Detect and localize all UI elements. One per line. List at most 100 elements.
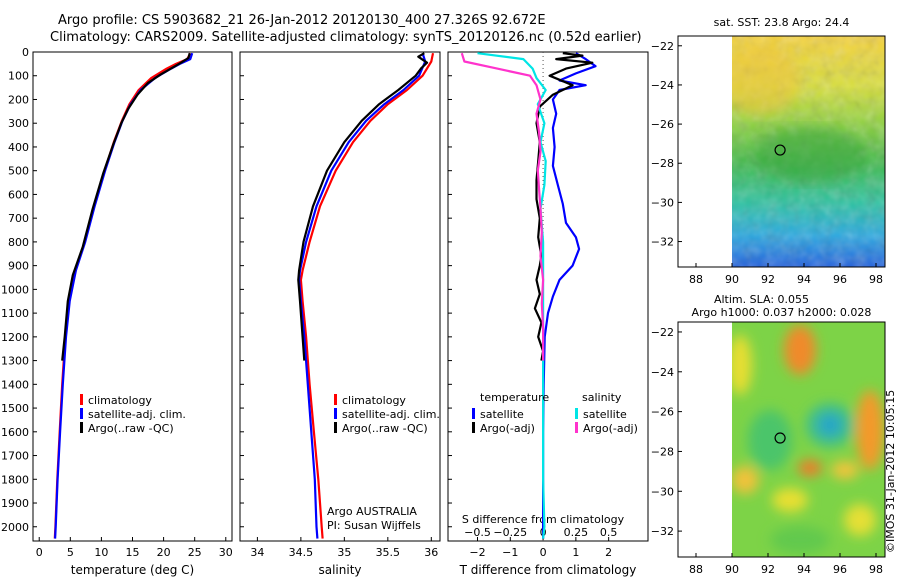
argo-position-marker: [774, 432, 786, 444]
legend-label: Argo(..raw -QC): [88, 422, 174, 435]
map-y-tick-label: −26: [651, 118, 674, 131]
map-x-tick-label: 94: [797, 563, 811, 576]
map-x-tick-label: 88: [689, 273, 703, 286]
x-tick-label: 35.5: [376, 546, 401, 559]
series-line-climatology: [299, 52, 435, 539]
salinity-x-label: salinity: [318, 563, 361, 577]
x-tick-label: 0: [540, 546, 547, 559]
sla_map-frame: [677, 321, 886, 558]
legend-label: climatology: [342, 394, 406, 407]
map-y-tick-label: −30: [651, 196, 674, 209]
map-y-tick-label: −26: [651, 406, 674, 419]
x-tick-label: 34.5: [289, 546, 314, 559]
y-tick-label: 1600: [1, 426, 29, 439]
x-tick-label: 34: [250, 546, 264, 559]
argo-position-marker: [774, 144, 786, 156]
x-tick-label: 35: [337, 546, 351, 559]
map-y-tick-label: −30: [651, 485, 674, 498]
y-tick-label: 200: [8, 93, 29, 106]
legend-swatch: [334, 394, 337, 405]
y-tick-label: 1300: [1, 355, 29, 368]
sst_map-frame: [677, 35, 886, 268]
map-y-tick-label: −32: [651, 525, 674, 538]
y-tick-label: 600: [8, 188, 29, 201]
y-tick-label: 100: [8, 70, 29, 83]
map-x-tick-label: 96: [833, 273, 847, 286]
series-line-climatology: [53, 52, 192, 539]
map-y-tick-label: −24: [651, 366, 674, 379]
salinity-annotation: Argo AUSTRALIA: [327, 505, 417, 518]
series-line-t-satellite: [542, 52, 597, 539]
legend-swatch: [472, 408, 475, 419]
map-y-tick-label: −28: [651, 157, 674, 170]
x-tick-label: 15: [126, 546, 140, 559]
y-tick-label: 700: [8, 212, 29, 225]
legend-swatch: [334, 408, 337, 419]
difference-axes-frame: [447, 51, 649, 542]
legend-label: satellite-adj. clim.: [342, 408, 440, 421]
y-tick-label: 900: [8, 260, 29, 273]
x-tick-label: 1: [572, 546, 579, 559]
x-tick-label: −1: [502, 546, 518, 559]
y-tick-label: 300: [8, 117, 29, 130]
temperature-axes-frame: [32, 51, 233, 542]
legend-swatch: [334, 422, 337, 433]
x-tick-label: 10: [94, 546, 108, 559]
legend-swatch: [575, 422, 578, 433]
y-tick-label: 1000: [1, 283, 29, 296]
x-tick-label: 25: [188, 546, 202, 559]
y-tick-label: 400: [8, 141, 29, 154]
legend-label: Argo(..raw -QC): [342, 422, 428, 435]
s-tick-label: 0.25: [564, 526, 589, 539]
y-tick-label: 1100: [1, 307, 29, 320]
s-tick-label: −0.5: [464, 526, 491, 539]
x-tick-label: 20: [157, 546, 171, 559]
y-tick-label: 0: [22, 46, 29, 59]
map-x-tick-label: 92: [761, 563, 775, 576]
map-x-tick-label: 90: [725, 563, 739, 576]
map-x-tick-label: 90: [725, 273, 739, 286]
x-tick-label: 5: [67, 546, 74, 559]
sst-map-panel: 88 90 92 94 96 98 −22 −24 −26 −28 −30 −32 sat. SST: …: [651, 16, 886, 286]
salinity-annotation: PI: Susan Wijffels: [327, 519, 421, 532]
salinity-panel: 34 34.5 35 35.5 36 salinity climatologysatelli…: [239, 51, 441, 577]
map-y-tick-label: −22: [651, 326, 674, 339]
legend-label: climatology: [88, 394, 152, 407]
series-line-s-satellite: [477, 52, 547, 539]
series-line-satellite-adj-clim-: [54, 52, 194, 539]
x-tick-label: 36: [424, 546, 438, 559]
difference-x-label: T difference from climatology: [459, 563, 637, 577]
map-x-tick-label: 92: [761, 273, 775, 286]
map-y-tick-label: −24: [651, 79, 674, 92]
y-tick-label: 1500: [1, 402, 29, 415]
sla-map-panel: 88 90 92 94 96 98 −22 −24 −26 −28 −30 −32 Altim. SLA…: [651, 293, 886, 576]
legend-swatch: [80, 394, 83, 405]
map-x-tick-label: 94: [797, 273, 811, 286]
sst-warm-north: [729, 45, 800, 115]
y-tick-label: 800: [8, 236, 29, 249]
legend-title-temperature: temperature: [480, 391, 549, 404]
sst_map-title: sat. SST: 23.8 Argo: 24.4: [714, 16, 850, 29]
y-tick-label: 1400: [1, 378, 29, 391]
y-tick-label: 2000: [1, 521, 29, 534]
sla_map-title: Altim. SLA: 0.055: [714, 293, 809, 306]
y-tick-label: 1900: [1, 497, 29, 510]
series-line-argo-raw-qc-: [297, 52, 429, 361]
map-x-tick-label: 98: [869, 273, 883, 286]
sst-warm-patch: [755, 127, 865, 183]
legend-swatch: [472, 422, 475, 433]
x-tick-label: 30: [219, 546, 233, 559]
legend-swatch: [80, 408, 83, 419]
temperature-panel: 0100200300400500600700800900100011001200…: [1, 46, 233, 577]
map-y-tick-label: −32: [651, 236, 674, 249]
x-tick-label: −2: [469, 546, 485, 559]
y-tick-label: 1800: [1, 473, 29, 486]
temperature-x-label: temperature (deg C): [71, 563, 194, 577]
no-data-area: [678, 36, 732, 267]
series-line-argo-raw-qc-: [61, 52, 191, 361]
legend-swatch: [575, 408, 578, 419]
legend-label: Argo(-adj): [480, 422, 535, 435]
header-line-1: Argo profile: CS 5903682_21 26-Jan-2012 …: [58, 13, 546, 28]
map-x-tick-label: 88: [689, 563, 703, 576]
